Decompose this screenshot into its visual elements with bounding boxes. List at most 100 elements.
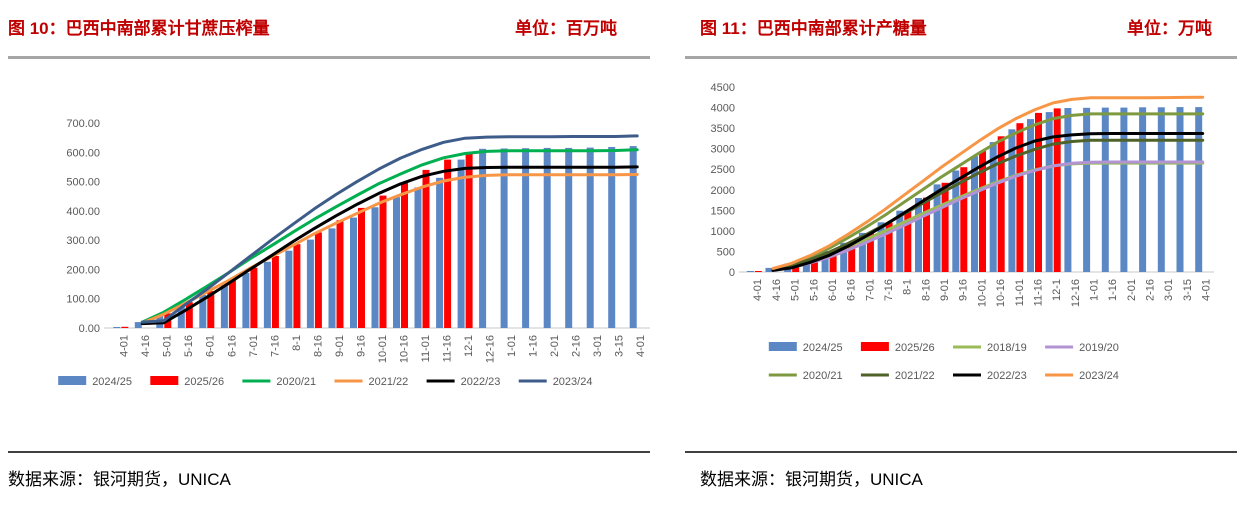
bar bbox=[314, 232, 322, 328]
bar bbox=[1053, 108, 1061, 273]
bar bbox=[185, 302, 193, 328]
bar bbox=[479, 148, 487, 328]
svg-text:2-01: 2-01 bbox=[549, 335, 561, 357]
x-tick-label: 10-01 bbox=[976, 279, 988, 307]
bar bbox=[134, 322, 142, 328]
svg-text:10-16: 10-16 bbox=[398, 335, 410, 363]
x-tick-label: 11-16 bbox=[1032, 279, 1044, 306]
crush-chart: 0.00 100.00 200.00 300.00 400.00 500.00 600.00… bbox=[58, 118, 650, 388]
bar bbox=[904, 210, 912, 272]
svg-text:1-16: 1-16 bbox=[1107, 279, 1119, 301]
x-tick-label: 8-1 bbox=[291, 335, 303, 351]
crush-chart-title: 图 10：巴西中南部累计甘蔗压榨量 bbox=[8, 19, 270, 38]
legend-label: 2019/20 bbox=[1079, 342, 1119, 354]
svg-text:11-16: 11-16 bbox=[442, 335, 454, 362]
bar bbox=[866, 233, 874, 272]
bar bbox=[923, 197, 930, 272]
bar bbox=[885, 222, 893, 272]
x-tick-label: 3-15 bbox=[1182, 279, 1194, 301]
legend-item: 2020/21 bbox=[768, 370, 843, 382]
bar bbox=[960, 167, 968, 272]
bar bbox=[121, 326, 129, 328]
bar bbox=[543, 147, 551, 328]
x-tick-label: 6-16 bbox=[846, 279, 858, 301]
y-tick-label: 1500 bbox=[711, 205, 735, 217]
line-series bbox=[140, 173, 639, 325]
footer-separator bbox=[8, 451, 650, 453]
x-tick-label: 9-01 bbox=[939, 279, 951, 301]
bar bbox=[414, 187, 422, 328]
y-tick-label: 3000 bbox=[711, 144, 735, 156]
x-tick-label: 7-01 bbox=[248, 335, 260, 357]
line-series bbox=[771, 132, 1205, 272]
x-tick-label: 11-01 bbox=[1014, 279, 1026, 306]
bar bbox=[177, 305, 185, 328]
bar bbox=[336, 220, 344, 328]
bar bbox=[436, 177, 444, 328]
svg-text:9-16: 9-16 bbox=[958, 279, 970, 301]
x-tick-label: 6-16 bbox=[226, 335, 238, 357]
y-tick-label: 400.00 bbox=[66, 206, 100, 218]
svg-text:4-01: 4-01 bbox=[119, 335, 131, 357]
svg-text:9-16: 9-16 bbox=[355, 335, 367, 357]
svg-text:7-01: 7-01 bbox=[248, 335, 260, 357]
svg-text:7-16: 7-16 bbox=[883, 279, 895, 301]
x-tick-label: 10-16 bbox=[398, 335, 410, 363]
bar bbox=[1083, 107, 1091, 272]
bar bbox=[840, 242, 848, 272]
svg-text:2-01: 2-01 bbox=[1126, 279, 1138, 301]
svg-text:8-16: 8-16 bbox=[312, 335, 324, 357]
x-tick-label: 1-01 bbox=[506, 335, 518, 357]
x-tick-label: 5-01 bbox=[162, 335, 174, 357]
svg-text:6-01: 6-01 bbox=[205, 335, 217, 357]
legend-label: 2024/25 bbox=[92, 376, 132, 388]
x-tick-label: 3-15 bbox=[614, 335, 626, 357]
x-tick-label: 9-16 bbox=[958, 279, 970, 301]
sugar-panel: 图 11：巴西中南部累计产糖量 单位：万吨 0 500 1000 1500 2000 25… bbox=[655, 0, 1237, 519]
line-series bbox=[771, 138, 1205, 271]
legend-item: 2025/26 bbox=[150, 376, 224, 388]
x-tick-label: 7-16 bbox=[883, 279, 895, 301]
bar bbox=[350, 217, 357, 328]
bar bbox=[952, 170, 960, 272]
bar bbox=[997, 136, 1005, 272]
header-separator bbox=[685, 56, 1237, 59]
y-tick-label: 100.00 bbox=[66, 294, 100, 306]
x-tick-label: 10-01 bbox=[377, 335, 389, 363]
svg-text:6-01: 6-01 bbox=[827, 279, 839, 301]
bar bbox=[933, 184, 941, 272]
legend-item: 2025/26 bbox=[860, 342, 935, 354]
x-tick-label: 10-16 bbox=[995, 279, 1007, 307]
bar bbox=[1035, 112, 1042, 273]
x-tick-label: 4-16 bbox=[140, 335, 152, 357]
x-tick-label: 7-16 bbox=[269, 335, 281, 357]
line-series bbox=[771, 160, 1205, 272]
bar bbox=[444, 159, 452, 328]
x-tick-label: 7-01 bbox=[864, 279, 876, 301]
x-tick-label: 12-1 bbox=[463, 335, 475, 357]
line-series bbox=[771, 112, 1205, 271]
bar bbox=[393, 197, 400, 328]
bar bbox=[848, 243, 856, 272]
x-tick-label: 3-01 bbox=[1163, 279, 1175, 301]
bar bbox=[379, 195, 387, 328]
svg-text:4-01: 4-01 bbox=[1201, 279, 1213, 301]
y-tick-label: 1000 bbox=[711, 226, 735, 238]
bar bbox=[629, 146, 637, 328]
svg-text:8-1: 8-1 bbox=[291, 335, 303, 351]
legend-item: 2024/25 bbox=[768, 342, 843, 354]
x-tick-label: 2-01 bbox=[1126, 279, 1138, 301]
svg-text:9-01: 9-01 bbox=[939, 279, 951, 301]
y-tick-label: 500 bbox=[717, 246, 735, 258]
legend-label: 2025/26 bbox=[895, 342, 935, 354]
bar bbox=[371, 207, 379, 328]
bar bbox=[500, 148, 508, 328]
bar bbox=[765, 267, 773, 272]
bar bbox=[306, 239, 314, 328]
svg-text:12-16: 12-16 bbox=[485, 335, 497, 363]
x-tick-label: 5-16 bbox=[808, 279, 820, 301]
x-tick-label: 5-16 bbox=[183, 335, 195, 357]
bar bbox=[1195, 107, 1203, 272]
y-tick-label: 200.00 bbox=[66, 264, 100, 276]
x-tick-label: 2-01 bbox=[549, 335, 561, 357]
